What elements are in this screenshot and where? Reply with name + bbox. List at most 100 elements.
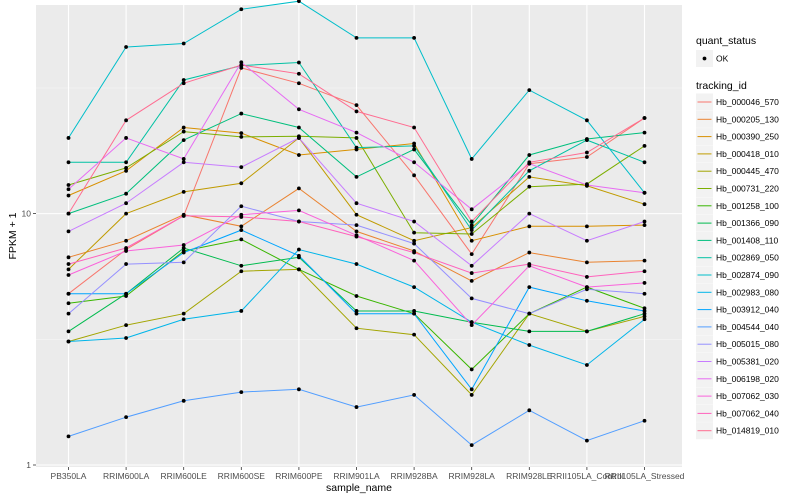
data-point (469, 228, 474, 232)
data-point (181, 78, 186, 82)
data-point (412, 36, 416, 40)
legend-label: Hb_005381_020 (716, 357, 779, 367)
data-point (412, 250, 416, 255)
data-point (239, 228, 244, 232)
data-point (239, 111, 244, 116)
data-point (181, 213, 186, 218)
data-point (124, 118, 128, 123)
data-point (124, 45, 128, 49)
data-point (469, 232, 474, 236)
data-point (239, 309, 244, 313)
x-tick-label: RRII105LA_Stressed (605, 471, 685, 481)
data-point (354, 309, 359, 313)
series-layer (66, 0, 647, 447)
data-point (527, 250, 532, 255)
data-point (297, 247, 301, 252)
data-point (469, 223, 474, 228)
legend-label: Hb_000445_470 (716, 166, 779, 176)
data-point (585, 275, 589, 279)
data-point (297, 136, 301, 140)
data-point (412, 143, 416, 148)
data-point (642, 143, 647, 148)
data-point (585, 118, 589, 123)
x-tick-label: RRIM928LE (506, 471, 553, 481)
data-point (181, 157, 186, 161)
data-point (239, 165, 244, 170)
data-point (124, 160, 128, 165)
legend-label: Hb_001408_110 (716, 235, 779, 245)
data-point (239, 269, 244, 274)
data-point (585, 238, 589, 243)
data-point (469, 238, 474, 243)
data-point (469, 271, 474, 275)
data-point (412, 125, 416, 130)
x-tick-label: RRIM600SE (218, 471, 266, 481)
data-point (642, 202, 647, 207)
data-point (469, 323, 474, 328)
data-point (66, 187, 71, 192)
data-point (642, 160, 647, 165)
data-point (354, 201, 359, 206)
data-point (239, 131, 244, 136)
data-point (527, 224, 532, 229)
x-axis-title: sample_name (326, 482, 392, 494)
legend: quant_status OK tracking_id Hb_000046_570 Hb… (696, 35, 779, 440)
legend-title: tracking_id (696, 80, 747, 92)
data-point (412, 219, 416, 224)
legend-label: Hb_007062_040 (716, 408, 779, 418)
data-point (66, 255, 71, 260)
data-point (527, 343, 532, 347)
data-point (354, 223, 359, 228)
data-point (181, 138, 186, 143)
data-point (527, 160, 532, 165)
data-point (469, 263, 474, 268)
data-point (469, 157, 474, 161)
y-axis-title: FPKM + 1 (7, 212, 19, 259)
data-point (354, 36, 359, 40)
legend-label: Hb_000731_220 (716, 184, 779, 194)
legend-point (702, 56, 707, 61)
legend-label: Hb_007062_030 (716, 391, 779, 401)
data-point (642, 190, 647, 195)
data-point (124, 249, 128, 253)
data-point (354, 311, 359, 316)
data-point (239, 63, 244, 67)
data-point (527, 285, 532, 290)
data-point (585, 329, 589, 334)
data-point (239, 60, 244, 65)
legend-label: Hb_000390_250 (716, 132, 779, 142)
data-point (527, 88, 532, 92)
data-point (124, 166, 128, 170)
data-point (642, 219, 647, 224)
data-point (585, 183, 589, 187)
data-point (527, 262, 532, 266)
legend-label: Hb_000205_130 (716, 114, 779, 124)
data-point (642, 309, 647, 313)
data-point (412, 311, 416, 316)
data-point (642, 116, 647, 120)
data-point (469, 443, 474, 447)
data-point (412, 332, 416, 337)
data-point (585, 138, 589, 143)
data-point (66, 136, 71, 140)
data-point (412, 309, 416, 313)
data-point (469, 387, 474, 392)
data-point (585, 155, 589, 159)
data-point (412, 258, 416, 263)
data-point (642, 306, 647, 311)
legend-label: Hb_003912_040 (716, 305, 779, 315)
legend-label: Hb_002869_050 (716, 253, 779, 263)
data-point (66, 329, 71, 334)
data-point (124, 201, 128, 206)
data-point (297, 219, 301, 224)
data-point (124, 168, 128, 173)
data-point (239, 224, 244, 229)
data-point (354, 136, 359, 140)
data-point (239, 215, 244, 219)
data-point (412, 147, 416, 152)
data-point (469, 393, 474, 397)
data-point (124, 211, 128, 216)
legend-label: Hb_006198_020 (716, 374, 779, 384)
data-point (239, 263, 244, 268)
data-point (527, 329, 532, 334)
